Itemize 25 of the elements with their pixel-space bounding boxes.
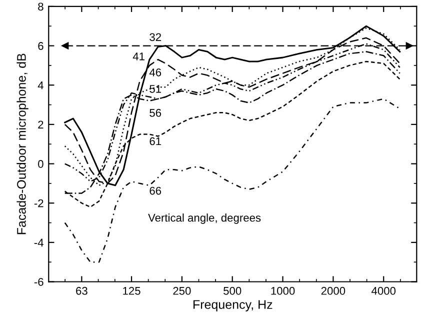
x-tick-label: 4000 <box>372 286 396 295</box>
annotation: 46 <box>149 68 162 76</box>
x-axis-title: Frequency, Hz <box>194 300 272 312</box>
annotation: 61 <box>150 137 162 146</box>
y-tick-label: 8 <box>38 2 44 11</box>
annotation: 41 <box>132 52 144 60</box>
y-tick-label: 4 <box>38 81 44 90</box>
y-axis-title: Facade-Outdoor microphone, dB <box>16 54 28 234</box>
y-tick-label: 6 <box>38 42 44 50</box>
x-tick-label: 1000 <box>271 286 295 295</box>
x-tick-label: 2000 <box>321 286 346 295</box>
x-tick-label: 250 <box>173 286 191 295</box>
y-tick-label: 2 <box>38 120 44 128</box>
x-tick-label: 500 <box>224 286 242 295</box>
annotation: 56 <box>150 108 162 117</box>
y-tick-label: -6 <box>34 278 44 286</box>
y-tick-label: -4 <box>34 238 44 246</box>
x-tick-label: 63 <box>76 286 88 295</box>
y-tick-label: 0 <box>38 160 44 168</box>
annotation: Vertical angle, degrees <box>148 214 261 224</box>
x-tick-label: 125 <box>123 286 140 295</box>
annotation: 32 <box>150 33 161 42</box>
annotation: 51 <box>150 85 162 93</box>
y-tick-label: -2 <box>34 199 44 208</box>
annotation: 66 <box>150 186 162 195</box>
